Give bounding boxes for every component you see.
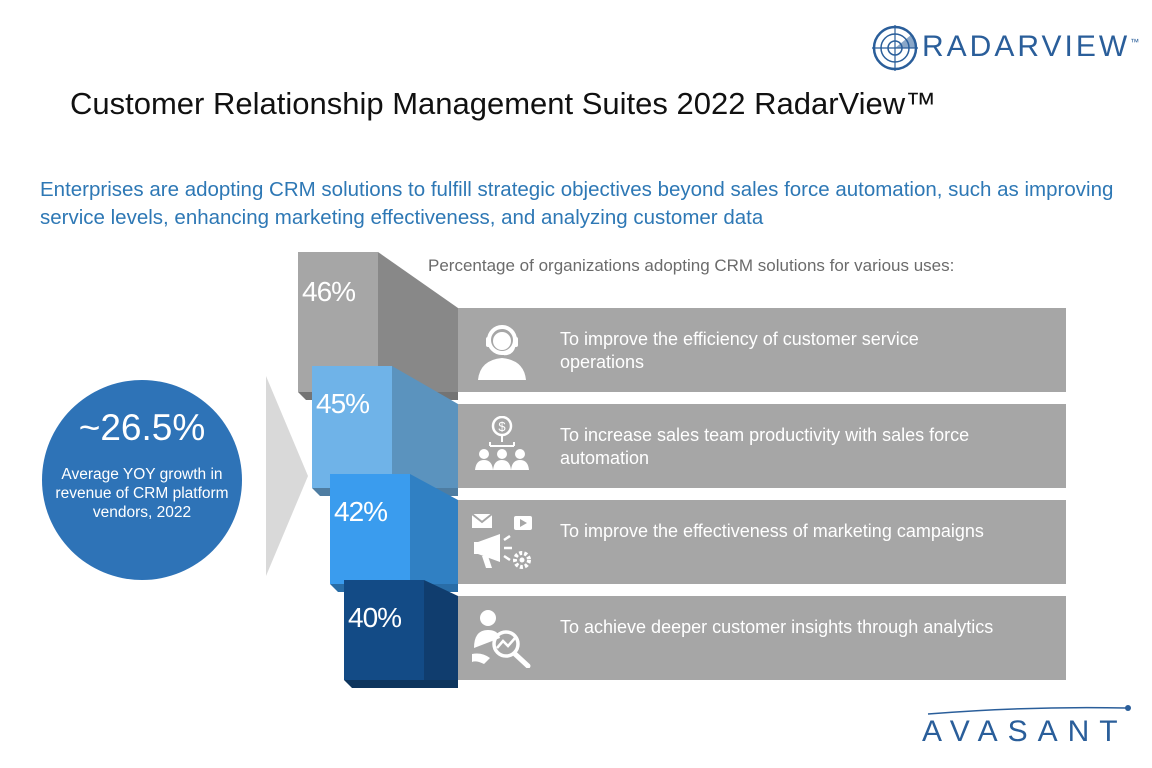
step-value: 40% [348,602,402,633]
radar-globe-icon [872,25,918,71]
page-title: Customer Relationship Management Suites … [70,86,937,121]
step-side-face [424,580,458,680]
step-side-face [392,366,458,488]
usage-label: To improve the efficiency of customer se… [560,329,919,372]
subtitle: Enterprises are adopting CRM solutions t… [40,178,1114,229]
analytics-magnifier-icon [470,608,534,669]
avasant-logo [918,702,1138,754]
usage-label: To improve the effectiveness of marketin… [560,521,984,541]
radarview-logo [870,22,1140,74]
chevron-right-icon [266,376,308,576]
growth-value: ~26.5% [78,407,206,448]
avasant-logo-text: AVASANT [922,715,1128,748]
step-side-face [410,474,458,584]
usage-bar [458,308,1066,392]
sales-team-icon: $ [470,415,534,476]
step-value: 42% [334,496,388,527]
step-value: 45% [316,388,370,419]
step-front-face [330,474,410,584]
svg-text:$: $ [498,419,506,434]
usage-label: To achieve deeper customer insights thro… [560,617,994,637]
growth-caption: Average YOY growth in revenue of CRM pla… [55,466,229,521]
usage-bar [458,596,1066,680]
avasant-swoosh-icon [927,705,1131,715]
step-side-face [378,252,458,392]
usage-label: To increase sales team productivity with… [560,425,970,468]
usage-bar [458,500,1066,584]
radarview-logo-text: RADARVIEW™ [922,30,1140,63]
step-value: 46% [302,276,356,307]
step-front-face [344,580,424,680]
usage-bar [458,404,1066,488]
step-bottom-face [344,680,458,688]
marketing-megaphone-icon [470,512,534,572]
growth-circle [42,380,242,580]
step-front-face [312,366,392,488]
chart-caption: Percentage of organizations adopting CRM… [428,256,955,275]
headset-agent-icon [470,320,534,380]
